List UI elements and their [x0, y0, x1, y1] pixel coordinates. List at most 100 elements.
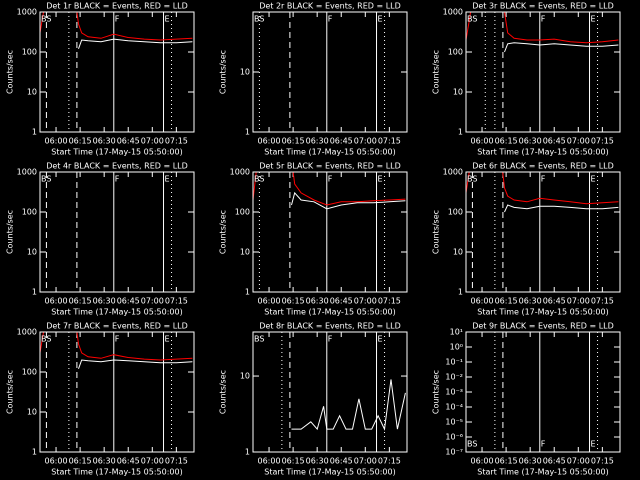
event-label: F — [328, 175, 333, 184]
x-axis-label: Start Time (17-May-15 05:50:00) — [264, 308, 395, 317]
x-tick-label: 06:30 — [93, 297, 116, 306]
y-axis-label: Counts/sec — [6, 210, 15, 254]
x-tick-label: 06:45 — [117, 297, 140, 306]
y-tick-label: 10 — [27, 248, 37, 257]
plot-frame — [39, 331, 195, 453]
panel: Det 2r BLACK = Events, RED = LLD Counts/s… — [219, 2, 408, 157]
y-tick-label: 10 — [240, 68, 250, 77]
panel-title: Det 5r BLACK = Events, RED = LLD — [259, 162, 401, 171]
y-tick-label: 10 — [27, 88, 37, 97]
panel: Det 8r BLACK = Events, RED = LLD Counts/s… — [219, 322, 408, 477]
panel-title: Det 9r BLACK = Events, RED = LLD — [472, 322, 614, 331]
event-label: E — [165, 15, 170, 24]
panel: Det 9r BLACK = Events, RED = LLD Counts/s… — [432, 322, 621, 477]
plot-area — [45, 172, 173, 292]
event-label: BS — [41, 175, 51, 184]
series-line — [466, 12, 619, 44]
y-axis-label: Counts/sec — [432, 370, 441, 414]
x-tick-label: 06:00 — [258, 137, 281, 146]
y-tick-label: 10 — [27, 408, 37, 417]
x-axis-label: Start Time (17-May-15 05:50:00) — [264, 148, 395, 157]
x-tick-label: 06:30 — [306, 137, 329, 146]
y-axis-label: Counts/sec — [6, 370, 15, 414]
event-label: BS — [41, 335, 51, 344]
x-tick-label: 06:15 — [495, 137, 518, 146]
series-line — [78, 359, 193, 369]
plot-area — [281, 332, 406, 452]
event-label: F — [541, 440, 546, 449]
plot-area — [40, 332, 193, 452]
y-tick-label: 1 — [245, 288, 250, 297]
series-line — [466, 172, 619, 205]
y-tick-label: 100 — [22, 368, 37, 377]
x-tick-label: 06:45 — [117, 137, 140, 146]
x-tick-label: 06:15 — [282, 297, 305, 306]
series-line — [291, 379, 406, 431]
y-tick-label: 10⁻⁵ — [445, 418, 463, 427]
y-tick-label: 1 — [245, 448, 250, 457]
y-tick-label: 10 — [240, 372, 250, 381]
event-label: BS — [467, 440, 477, 449]
x-tick-label: 06:00 — [258, 457, 281, 466]
x-tick-label: 07:15 — [165, 297, 188, 306]
y-tick-label: 1 — [458, 128, 463, 137]
series-line — [504, 204, 619, 213]
plot-frame — [465, 171, 621, 293]
x-tick-label: 07:15 — [378, 457, 401, 466]
event-label: F — [115, 335, 120, 344]
x-axis-label: Start Time (17-May-15 05:50:00) — [477, 148, 608, 157]
panel-title: Det 4r BLACK = Events, RED = LLD — [46, 162, 188, 171]
event-label: E — [378, 15, 383, 24]
x-tick-label: 06:30 — [306, 457, 329, 466]
event-label: BS — [467, 15, 477, 24]
panel: Det 3r BLACK = Events, RED = LLD Counts/s… — [432, 2, 621, 157]
event-label: BS — [467, 175, 477, 184]
plot-frame — [252, 171, 408, 293]
panel: Det 1r BLACK = Events, RED = LLD Counts/s… — [6, 2, 195, 157]
x-tick-label: 06:15 — [282, 457, 305, 466]
panel-title: Det 7r BLACK = Events, RED = LLD — [46, 322, 188, 331]
x-tick-label: 06:30 — [93, 137, 116, 146]
x-tick-label: 06:00 — [258, 297, 281, 306]
panel-title: Det 2r BLACK = Events, RED = LLD — [259, 2, 401, 11]
series-line — [291, 191, 406, 210]
plot-area — [40, 12, 193, 132]
x-tick-label: 07:00 — [141, 137, 164, 146]
y-tick-label: 100 — [22, 208, 37, 217]
series-line — [78, 38, 193, 49]
x-tick-label: 07:15 — [591, 457, 614, 466]
x-tick-label: 06:45 — [330, 297, 353, 306]
event-label: E — [591, 440, 596, 449]
event-label: BS — [41, 15, 51, 24]
y-tick-label: 10⁻³ — [445, 388, 463, 397]
plot-frame — [39, 11, 195, 133]
x-tick-label: 06:45 — [117, 457, 140, 466]
x-axis-label: Start Time (17-May-15 05:50:00) — [477, 308, 608, 317]
x-tick-label: 06:45 — [543, 457, 566, 466]
x-tick-label: 06:15 — [69, 137, 92, 146]
x-tick-label: 07:00 — [354, 297, 377, 306]
x-tick-label: 06:00 — [471, 297, 494, 306]
x-tick-label: 06:30 — [519, 297, 542, 306]
x-tick-label: 07:00 — [354, 137, 377, 146]
plot-frame — [465, 11, 621, 133]
panel-title: Det 1r BLACK = Events, RED = LLD — [46, 2, 188, 11]
event-label: E — [591, 15, 596, 24]
x-tick-label: 07:15 — [378, 137, 401, 146]
event-label: F — [328, 15, 333, 24]
plot-area — [466, 12, 619, 132]
plot-frame — [252, 11, 408, 133]
x-tick-label: 06:15 — [69, 297, 92, 306]
y-tick-label: 1 — [32, 288, 37, 297]
y-tick-label: 10⁻⁶ — [445, 433, 463, 442]
x-tick-label: 06:00 — [45, 297, 68, 306]
x-tick-label: 07:15 — [165, 457, 188, 466]
y-axis-label: Counts/sec — [432, 210, 441, 254]
y-tick-label: 100 — [235, 208, 250, 217]
x-tick-label: 07:00 — [354, 457, 377, 466]
event-label: E — [165, 175, 170, 184]
x-tick-label: 06:45 — [330, 137, 353, 146]
y-tick-label: 10 — [453, 88, 463, 97]
plot-frame — [39, 171, 195, 293]
x-tick-label: 06:00 — [45, 137, 68, 146]
